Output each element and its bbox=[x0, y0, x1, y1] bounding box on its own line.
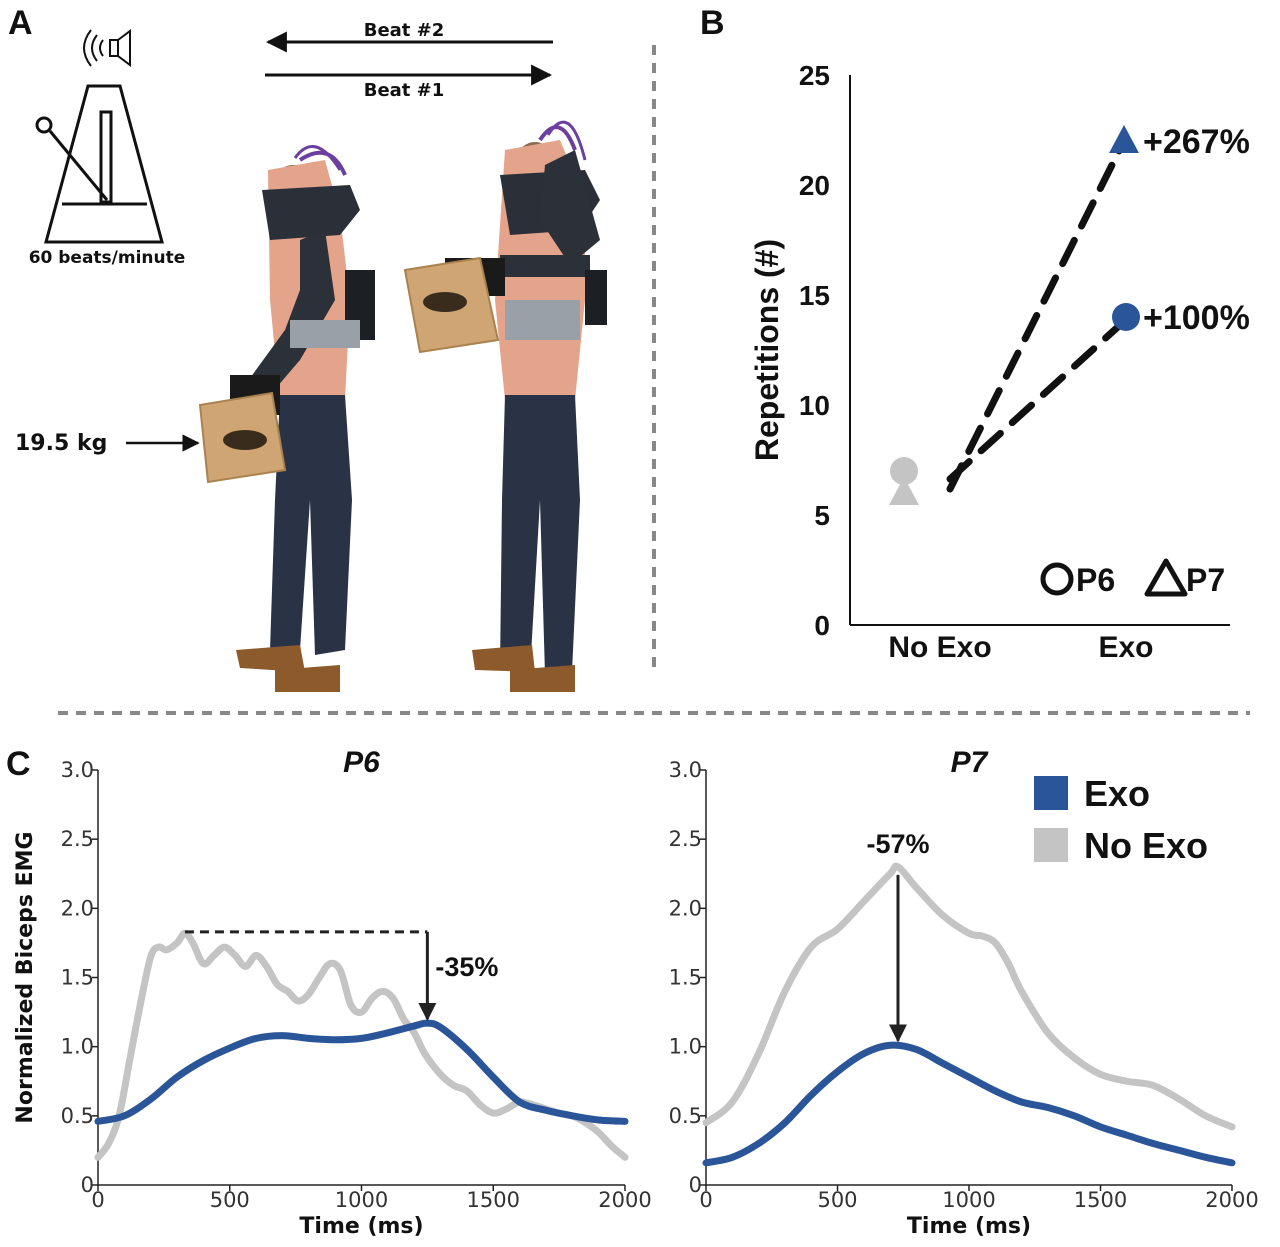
y-tick-label: 10 bbox=[799, 390, 830, 421]
y-tick-label: 3.0 bbox=[61, 758, 94, 782]
weight-label: 19.5 kg bbox=[15, 431, 107, 456]
y-tick-label: 1.0 bbox=[61, 1035, 94, 1059]
point-p7 bbox=[1109, 125, 1139, 153]
annotation-p7: +267% bbox=[1143, 123, 1250, 161]
p6-emg-chart: 0 0.5 1.0 1.5 2.0 2.5 3.0 0 500 1000 1500 2000 Time … bbox=[13, 746, 652, 1239]
legend-label-p6: P6 bbox=[1076, 562, 1115, 598]
panel-b-letter: B bbox=[700, 4, 725, 42]
x-tick-label: 1000 bbox=[335, 1188, 388, 1212]
x-axis-title: Time (ms) bbox=[299, 1214, 423, 1239]
y-tick-label: 20 bbox=[799, 170, 830, 201]
y-tick-label: 15 bbox=[799, 280, 830, 311]
p7-emg-chart: 0 0.5 1.0 1.5 2.0 2.5 3.0 0 500 1000 1500 2000 Time … bbox=[669, 746, 1259, 1239]
x-tick-label: No Exo bbox=[888, 631, 991, 664]
y-tick-label: 1.5 bbox=[669, 966, 702, 990]
point-p6 bbox=[890, 457, 918, 485]
point-p7 bbox=[889, 477, 919, 505]
y-tick-label: 2.5 bbox=[61, 827, 94, 851]
legend-triangle-marker bbox=[1144, 558, 1188, 597]
legend-label-no-exo: No Exo bbox=[1084, 825, 1208, 866]
x-tick-label: 0 bbox=[91, 1188, 104, 1212]
x-tick-label: 1000 bbox=[942, 1188, 995, 1212]
reduction-label: -57% bbox=[866, 829, 929, 859]
point-p6 bbox=[1112, 303, 1140, 331]
y-tick-label: 0 bbox=[689, 1173, 702, 1197]
x-tick-label: 500 bbox=[210, 1188, 250, 1212]
y-tick-label: 0 bbox=[81, 1173, 94, 1197]
chart-title: P7 bbox=[951, 746, 989, 779]
metronome-label: 60 beats/minute bbox=[29, 248, 186, 268]
x-tick-label: 2000 bbox=[598, 1188, 651, 1212]
series-line-exo bbox=[94, 1019, 629, 1125]
legend-label-exo: Exo bbox=[1084, 773, 1150, 814]
x-tick-label: Exo bbox=[1098, 631, 1153, 664]
series-line-no-exo bbox=[94, 929, 629, 1161]
panel-c: C 0 0.5 1.0 1.5 2.0 2.5 3.0 0 500 1000 1500 2000 Tim… bbox=[6, 745, 1259, 1239]
y-tick-label: 25 bbox=[799, 60, 830, 91]
y-tick-label: 0.5 bbox=[669, 1104, 702, 1128]
y-tick-label: 1.0 bbox=[669, 1035, 702, 1059]
x-tick-label: 0 bbox=[699, 1188, 712, 1212]
connector-p7 bbox=[946, 145, 1124, 493]
legend-swatch-no-exo bbox=[1034, 828, 1068, 862]
y-tick-label: 2.0 bbox=[669, 896, 702, 920]
y-tick-label: 0 bbox=[814, 610, 830, 641]
panel-a: A Beat #2 Beat #1 60 beats/minute 19.5 k… bbox=[8, 4, 607, 692]
x-axis-title: Time (ms) bbox=[907, 1214, 1031, 1239]
panel-b: B 0 5 10 15 20 25 No Exo Exo Repetitions (#) +100… bbox=[700, 4, 1250, 664]
beat-2-label: Beat #2 bbox=[364, 20, 445, 41]
reduction-label: -35% bbox=[435, 952, 498, 982]
repetitions-chart: 0 5 10 15 20 25 No Exo Exo Repetitions (#) +100% +… bbox=[749, 60, 1250, 664]
legend-circle-marker bbox=[1040, 562, 1074, 596]
y-tick-label: 3.0 bbox=[669, 758, 702, 782]
y-tick-label: 0.5 bbox=[61, 1104, 94, 1128]
chart-title: P6 bbox=[343, 746, 380, 779]
panel-c-letter: C bbox=[6, 745, 31, 783]
x-tick-label: 500 bbox=[817, 1188, 857, 1212]
speaker-icon bbox=[83, 29, 131, 67]
y-tick-label: 2.0 bbox=[61, 896, 94, 920]
series-line-exo bbox=[702, 1041, 1236, 1167]
metronome-icon bbox=[35, 84, 164, 244]
legend-label-p7: P7 bbox=[1186, 562, 1225, 598]
x-tick-label: 2000 bbox=[1205, 1188, 1258, 1212]
y-axis-title: Repetitions (#) bbox=[749, 239, 785, 461]
y-tick-label: 2.5 bbox=[669, 827, 702, 851]
y-axis-title: Normalized Biceps EMG bbox=[13, 831, 38, 1123]
x-tick-label: 1500 bbox=[1074, 1188, 1127, 1212]
beat-1-label: Beat #1 bbox=[364, 80, 445, 101]
y-tick-label: 1.5 bbox=[61, 966, 94, 990]
person-exoskeleton-photo bbox=[198, 120, 607, 692]
x-tick-label: 1500 bbox=[467, 1188, 520, 1212]
legend-swatch-exo bbox=[1034, 776, 1068, 810]
y-tick-label: 5 bbox=[814, 500, 830, 531]
connector-p6 bbox=[946, 321, 1124, 483]
annotation-p6: +100% bbox=[1143, 299, 1250, 337]
panel-a-letter: A bbox=[8, 4, 33, 42]
series-line-no-exo bbox=[702, 862, 1236, 1131]
